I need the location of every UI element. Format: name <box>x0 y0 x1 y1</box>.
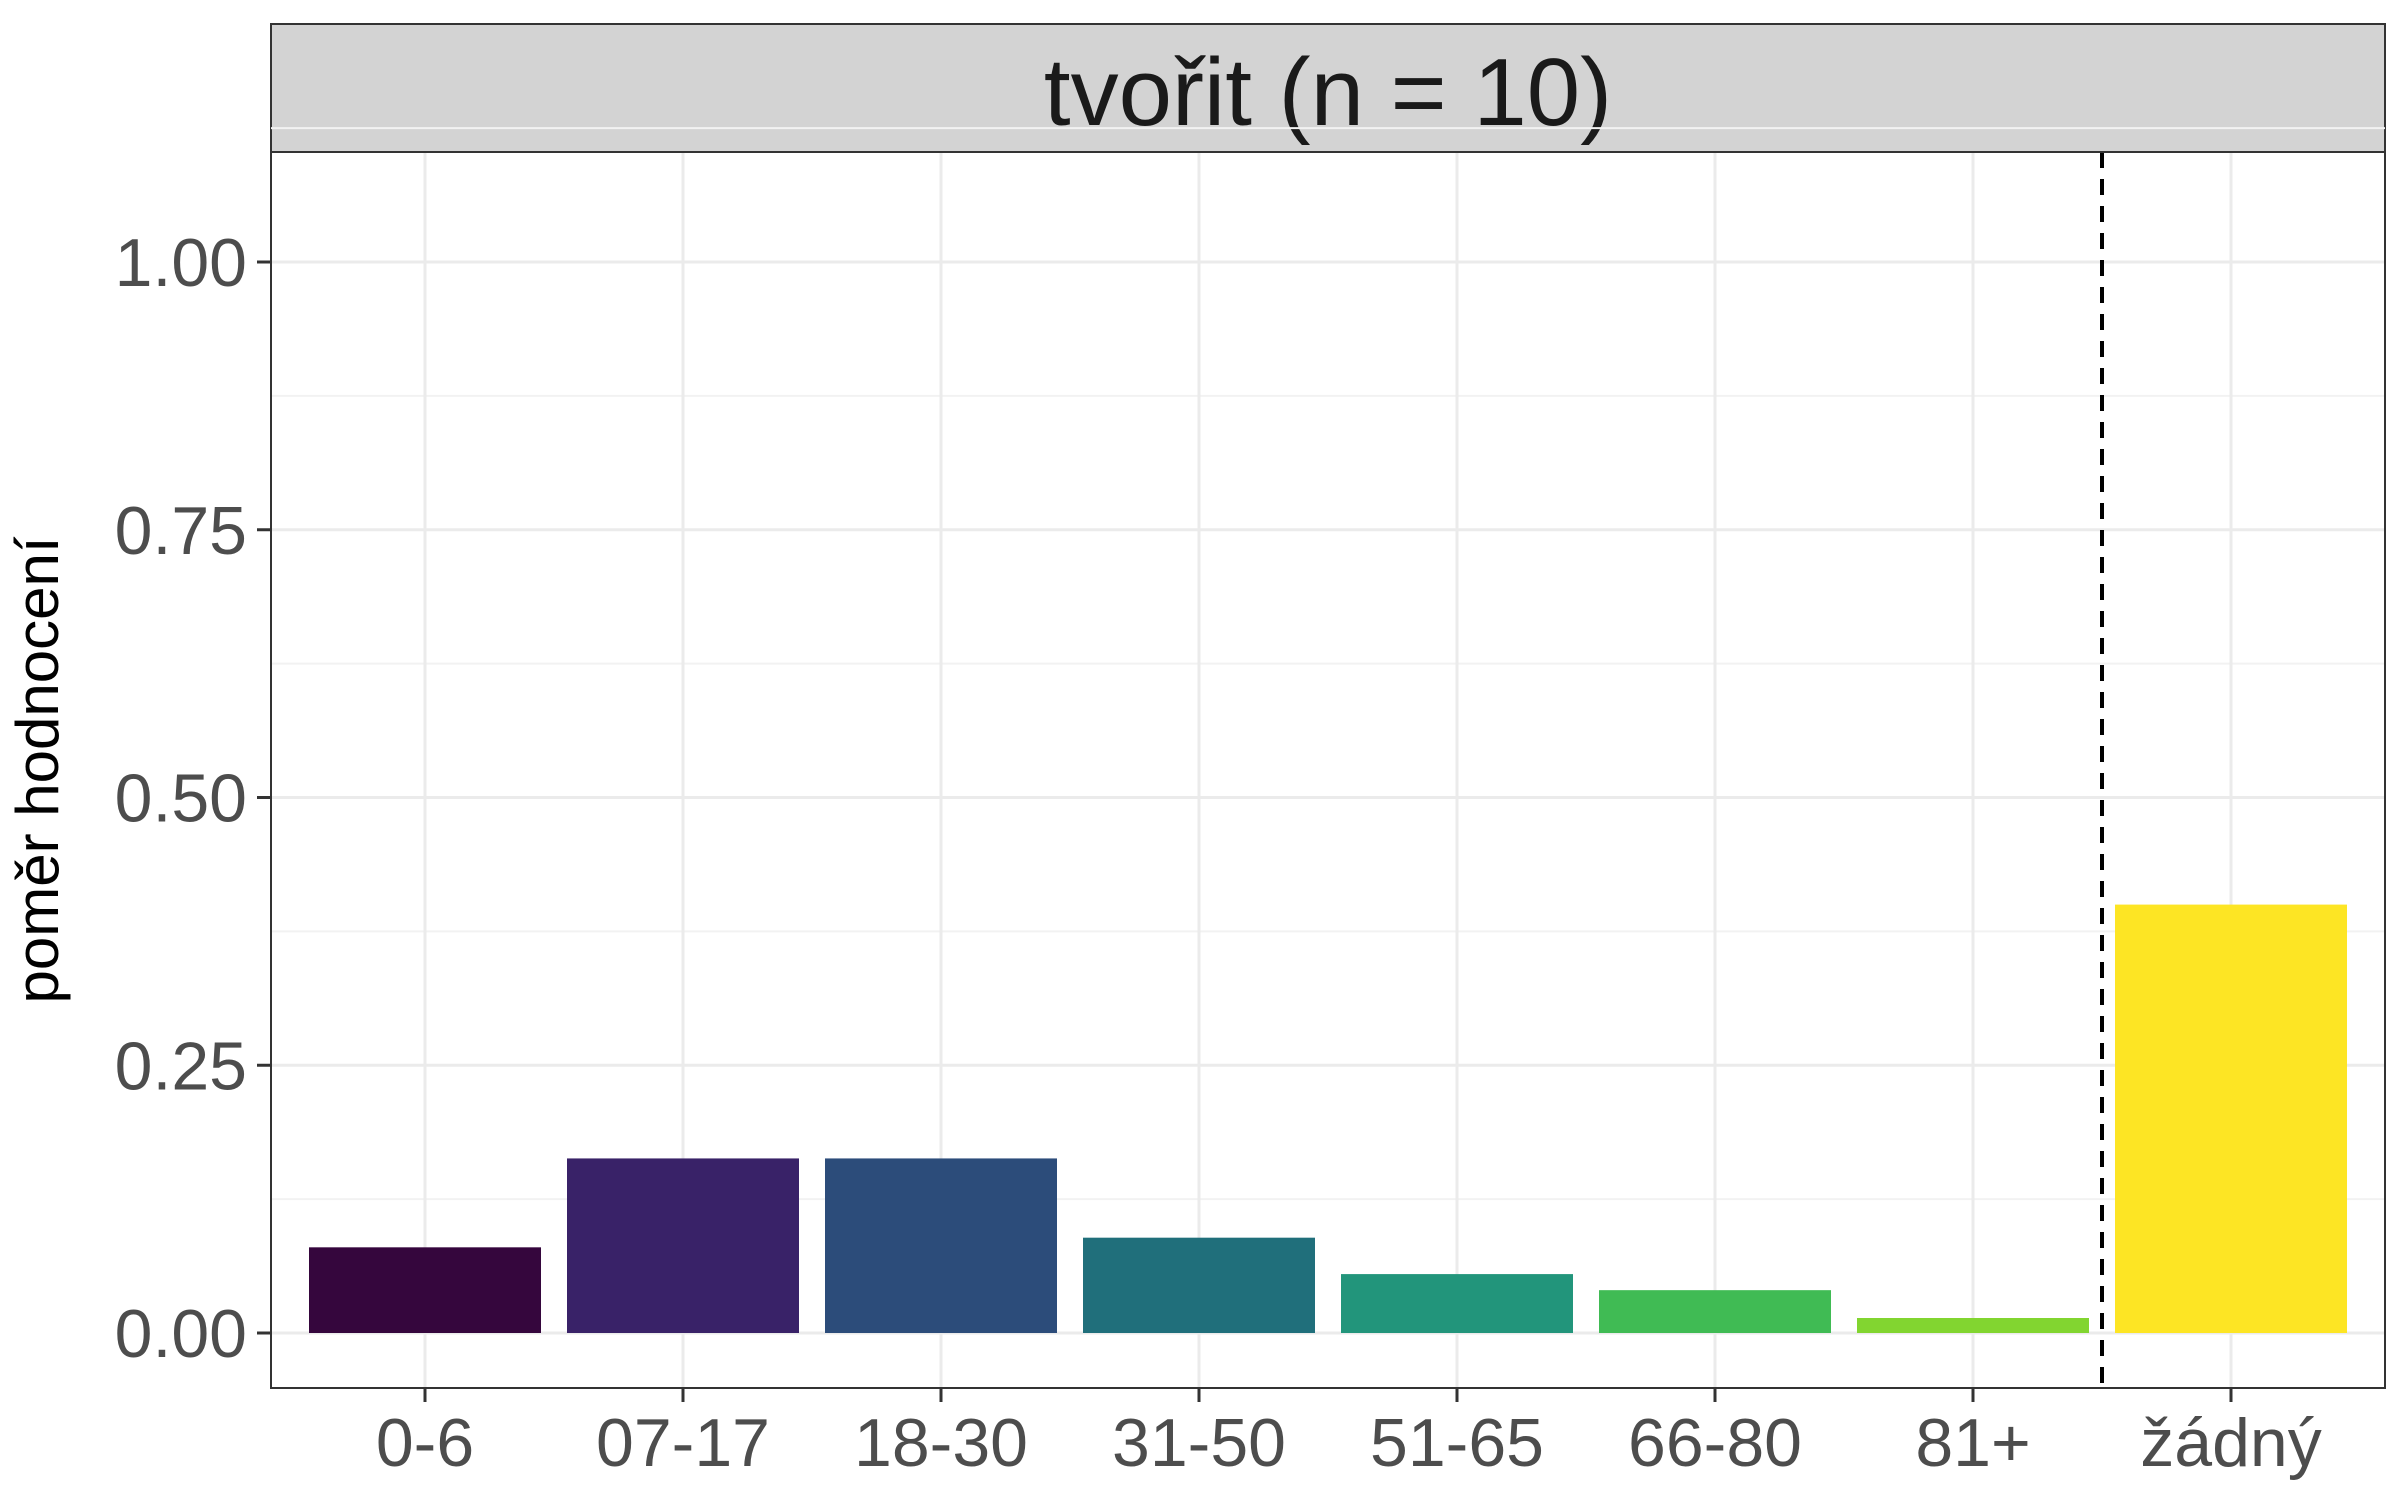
bar-81+ <box>1857 1318 2089 1333</box>
bar-0-6 <box>309 1247 541 1333</box>
x-tick-label: 0-6 <box>376 1405 474 1481</box>
bar-žádný <box>2115 904 2347 1333</box>
x-tick-label: 66-80 <box>1628 1405 1802 1481</box>
x-tick-label: 51-65 <box>1370 1405 1544 1481</box>
facet-title: tvořit (n = 10) <box>1044 39 1612 146</box>
facet-strip-background <box>270 23 2386 153</box>
x-tick-label: 07-17 <box>596 1405 770 1481</box>
x-tick-label: 81+ <box>1915 1405 2030 1481</box>
x-tick-label: 31-50 <box>1112 1405 1286 1481</box>
x-axis: 0-6 07-17 18-30 31-50 51-65 66-80 81+ žádný <box>376 1388 2322 1481</box>
bar-51-65 <box>1341 1274 1573 1333</box>
panel-border <box>270 151 2386 1389</box>
y-axis-title: poměr hodnocení <box>4 536 71 1003</box>
bar-18-30 <box>825 1158 1057 1333</box>
y-tick-label: 0.50 <box>115 761 247 837</box>
bar-66-80 <box>1599 1290 1831 1333</box>
x-tick-label: žádný <box>2140 1405 2321 1481</box>
y-tick-label: 1.00 <box>115 225 247 301</box>
y-tick-label: 0.25 <box>115 1028 247 1104</box>
y-axis: 0.00 0.25 0.50 0.75 1.00 <box>115 225 271 1372</box>
y-tick-label: 0.00 <box>115 1296 247 1372</box>
plot-panel <box>270 127 2386 1389</box>
x-tick-label: 18-30 <box>854 1405 1028 1481</box>
bar-07-17 <box>567 1158 799 1333</box>
bar-31-50 <box>1083 1237 1315 1333</box>
y-tick-label: 0.75 <box>115 493 247 569</box>
facet-strip: tvořit (n = 10) <box>270 23 2386 153</box>
grid-minor <box>271 127 2385 1201</box>
bars <box>309 904 2347 1333</box>
